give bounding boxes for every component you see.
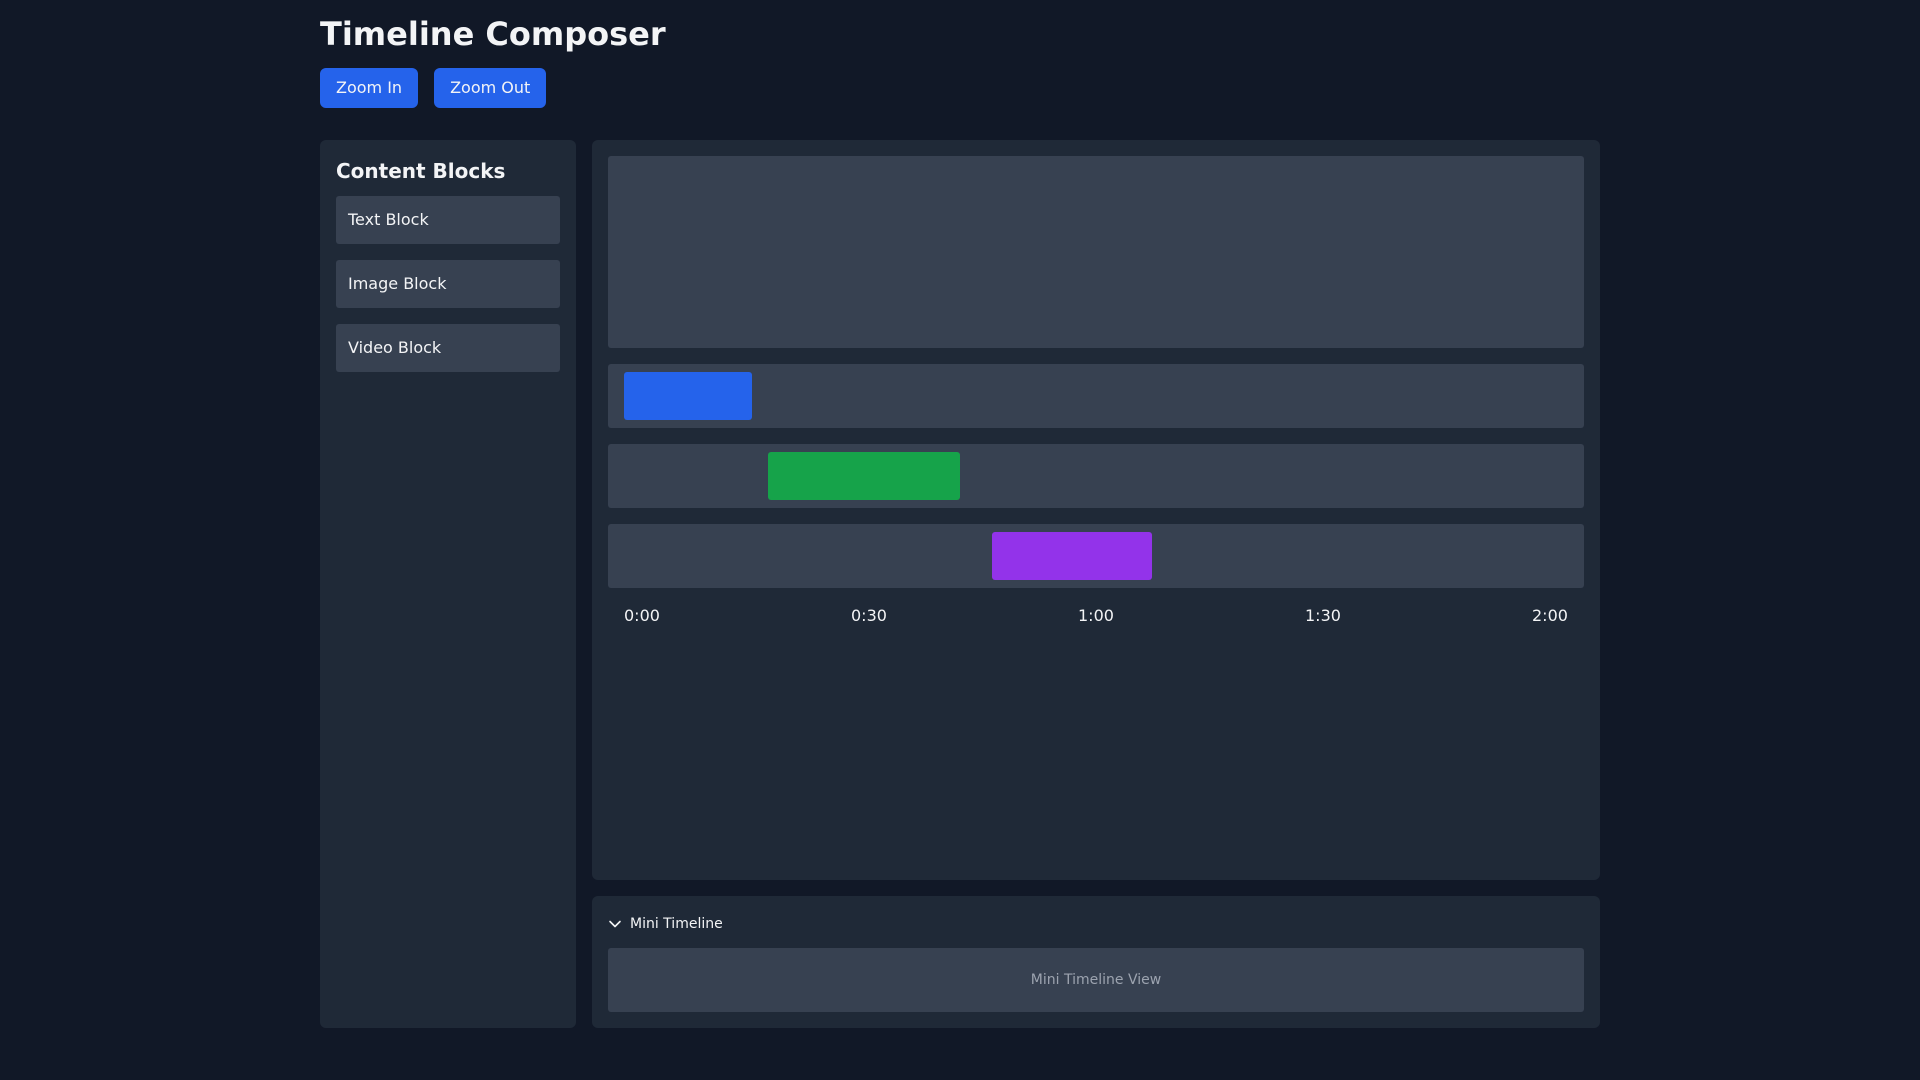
sidebar-title: Content Blocks xyxy=(336,159,506,183)
timeline-track-1[interactable] xyxy=(608,364,1584,428)
timeline-composer-app: Timeline Composer Zoom In Zoom Out Conte… xyxy=(320,0,1600,1080)
mini-timeline-label: Mini Timeline xyxy=(630,916,723,932)
ruler-tick: 1:30 xyxy=(1305,606,1341,625)
zoom-toolbar: Zoom In Zoom Out xyxy=(320,68,547,108)
time-ruler: 0:00 0:30 1:00 1:30 2:00 xyxy=(624,604,1568,628)
mini-timeline-toggle[interactable]: Mini Timeline xyxy=(608,912,723,936)
zoom-out-button[interactable]: Zoom Out xyxy=(434,68,547,108)
video-block-item[interactable]: Video Block xyxy=(336,324,560,372)
preview-area xyxy=(608,156,1584,348)
timeline-editor-panel: 0:00 0:30 1:00 1:30 2:00 xyxy=(592,140,1600,880)
text-block-item[interactable]: Text Block xyxy=(336,196,560,244)
chevron-down-icon xyxy=(608,917,622,931)
mini-timeline-view: Mini Timeline View xyxy=(608,948,1584,1012)
timeline-track-3[interactable] xyxy=(608,524,1584,588)
mini-timeline-panel: Mini Timeline Mini Timeline View xyxy=(592,896,1600,1028)
timeline-clip-green[interactable] xyxy=(768,452,960,500)
ruler-tick: 0:30 xyxy=(851,606,887,625)
image-block-item[interactable]: Image Block xyxy=(336,260,560,308)
zoom-in-button[interactable]: Zoom In xyxy=(320,68,419,108)
page-title: Timeline Composer xyxy=(320,15,666,53)
ruler-tick: 2:00 xyxy=(1532,606,1568,625)
content-blocks-sidebar: Content Blocks Text Block Image Block Vi… xyxy=(320,140,576,1028)
ruler-tick: 1:00 xyxy=(1078,606,1114,625)
ruler-tick: 0:00 xyxy=(624,606,660,625)
timeline-clip-purple[interactable] xyxy=(992,532,1152,580)
timeline-clip-blue[interactable] xyxy=(624,372,752,420)
timeline-track-2[interactable] xyxy=(608,444,1584,508)
